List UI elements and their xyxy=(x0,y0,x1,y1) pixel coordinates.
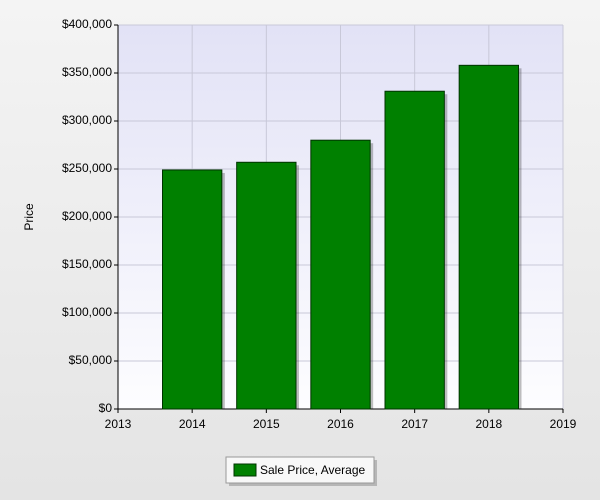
x-tick-label: 2014 xyxy=(179,417,206,431)
y-tick-label: $100,000 xyxy=(62,305,112,319)
y-tick-label: $200,000 xyxy=(62,209,112,223)
y-tick-label: $0 xyxy=(99,401,113,415)
legend-label: Sale Price, Average xyxy=(260,463,366,477)
x-tick-label: 2019 xyxy=(550,417,577,431)
y-tick-label: $150,000 xyxy=(62,257,112,271)
x-tick-label: 2015 xyxy=(253,417,280,431)
bar xyxy=(162,169,223,410)
y-tick-label: $400,000 xyxy=(62,17,112,31)
bar xyxy=(458,64,519,410)
y-tick-label: $300,000 xyxy=(62,113,112,127)
y-tick-label: $50,000 xyxy=(69,353,113,367)
bar xyxy=(236,161,297,410)
y-tick-label: $350,000 xyxy=(62,65,112,79)
y-axis-label: Price xyxy=(22,203,36,231)
bar xyxy=(310,139,371,410)
y-tick-label: $250,000 xyxy=(62,161,112,175)
legend-swatch xyxy=(233,463,257,477)
x-tick-label: 2013 xyxy=(105,417,132,431)
bar xyxy=(384,90,445,410)
x-tick-label: 2017 xyxy=(401,417,428,431)
x-tick-label: 2016 xyxy=(327,417,354,431)
x-tick-label: 2018 xyxy=(475,417,502,431)
